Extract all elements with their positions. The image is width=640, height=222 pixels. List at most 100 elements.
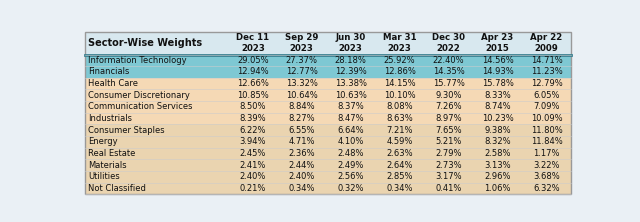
Text: 13.32%: 13.32% (286, 79, 317, 88)
Text: 8.37%: 8.37% (337, 102, 364, 111)
Text: 13.38%: 13.38% (335, 79, 367, 88)
Text: 2.85%: 2.85% (387, 172, 413, 181)
Text: Information Technology: Information Technology (88, 56, 187, 65)
Text: 2.45%: 2.45% (239, 149, 266, 158)
Text: 8.74%: 8.74% (484, 102, 511, 111)
Text: 0.21%: 0.21% (239, 184, 266, 193)
Text: Health Care: Health Care (88, 79, 138, 88)
Text: 3.22%: 3.22% (533, 161, 560, 170)
Text: 29.05%: 29.05% (237, 56, 269, 65)
Text: 7.21%: 7.21% (387, 126, 413, 135)
Text: 2.49%: 2.49% (337, 161, 364, 170)
Bar (85, 124, 571, 136)
Text: 12.77%: 12.77% (286, 67, 317, 76)
Bar (85, 148, 571, 159)
Text: Not Classified: Not Classified (88, 184, 146, 193)
Text: Consumer Discretionary: Consumer Discretionary (88, 91, 190, 100)
Text: 8.33%: 8.33% (484, 91, 511, 100)
Text: 3.94%: 3.94% (239, 137, 266, 146)
Text: 12.86%: 12.86% (384, 67, 415, 76)
Text: 14.56%: 14.56% (482, 56, 513, 65)
Text: 5.21%: 5.21% (435, 137, 462, 146)
Text: 8.50%: 8.50% (239, 102, 266, 111)
Text: 25.92%: 25.92% (384, 56, 415, 65)
Text: 6.22%: 6.22% (239, 126, 266, 135)
Text: 3.68%: 3.68% (533, 172, 560, 181)
Text: 8.47%: 8.47% (337, 114, 364, 123)
Text: Sector-Wise Weights: Sector-Wise Weights (88, 38, 202, 48)
Text: 12.79%: 12.79% (531, 79, 563, 88)
Bar (85, 66, 571, 78)
Bar (85, 55, 571, 66)
Text: 14.35%: 14.35% (433, 67, 465, 76)
Text: Apr 23
2015: Apr 23 2015 (481, 33, 514, 53)
Text: 14.71%: 14.71% (531, 56, 563, 65)
Text: Industrials: Industrials (88, 114, 132, 123)
Text: 12.94%: 12.94% (237, 67, 269, 76)
Text: 9.30%: 9.30% (435, 91, 462, 100)
Text: 0.34%: 0.34% (387, 184, 413, 193)
Text: 11.80%: 11.80% (531, 126, 563, 135)
Text: 2.56%: 2.56% (337, 172, 364, 181)
Text: 28.18%: 28.18% (335, 56, 367, 65)
Text: Consumer Staples: Consumer Staples (88, 126, 164, 135)
Text: Real Estate: Real Estate (88, 149, 135, 158)
Text: Apr 22
2009: Apr 22 2009 (531, 33, 563, 53)
Text: 8.84%: 8.84% (289, 102, 315, 111)
Text: 2.48%: 2.48% (337, 149, 364, 158)
Text: 10.23%: 10.23% (482, 114, 513, 123)
Text: 10.10%: 10.10% (384, 91, 415, 100)
Text: 2.58%: 2.58% (484, 149, 511, 158)
Text: 8.39%: 8.39% (239, 114, 266, 123)
Bar (85, 171, 571, 182)
Text: Sep 29
2023: Sep 29 2023 (285, 33, 319, 53)
Text: 2.40%: 2.40% (239, 172, 266, 181)
Text: Utilities: Utilities (88, 172, 120, 181)
Text: 6.32%: 6.32% (533, 184, 560, 193)
Text: 6.05%: 6.05% (533, 91, 560, 100)
Text: 1.17%: 1.17% (533, 149, 560, 158)
Text: 8.63%: 8.63% (387, 114, 413, 123)
Text: 12.66%: 12.66% (237, 79, 269, 88)
Text: 2.63%: 2.63% (387, 149, 413, 158)
Text: 2.64%: 2.64% (387, 161, 413, 170)
Text: 22.40%: 22.40% (433, 56, 465, 65)
Text: 15.78%: 15.78% (482, 79, 513, 88)
Text: 2.41%: 2.41% (239, 161, 266, 170)
Text: 2.79%: 2.79% (435, 149, 462, 158)
Text: 7.65%: 7.65% (435, 126, 462, 135)
Text: 10.64%: 10.64% (286, 91, 317, 100)
Text: 0.41%: 0.41% (435, 184, 462, 193)
Text: 4.71%: 4.71% (289, 137, 315, 146)
Bar (85, 136, 571, 148)
Text: 4.59%: 4.59% (387, 137, 413, 146)
Text: 15.77%: 15.77% (433, 79, 465, 88)
Bar (85, 159, 571, 171)
Text: 10.63%: 10.63% (335, 91, 367, 100)
Text: Dec 11
2023: Dec 11 2023 (236, 33, 269, 53)
Text: 6.55%: 6.55% (289, 126, 315, 135)
Text: 6.64%: 6.64% (337, 126, 364, 135)
Text: 7.09%: 7.09% (533, 102, 560, 111)
Text: 0.34%: 0.34% (289, 184, 315, 193)
Text: 2.44%: 2.44% (289, 161, 315, 170)
Bar (85, 78, 571, 89)
Text: 27.37%: 27.37% (286, 56, 318, 65)
Text: 10.85%: 10.85% (237, 91, 269, 100)
Text: 14.93%: 14.93% (482, 67, 513, 76)
Bar (85, 182, 571, 194)
Text: 4.10%: 4.10% (337, 137, 364, 146)
Text: 8.27%: 8.27% (289, 114, 315, 123)
Text: 2.36%: 2.36% (289, 149, 315, 158)
Text: 9.38%: 9.38% (484, 126, 511, 135)
Text: Materials: Materials (88, 161, 127, 170)
Bar (85, 101, 571, 113)
Text: Energy: Energy (88, 137, 118, 146)
Text: 8.32%: 8.32% (484, 137, 511, 146)
Text: 2.73%: 2.73% (435, 161, 462, 170)
Text: 0.32%: 0.32% (337, 184, 364, 193)
Text: 8.08%: 8.08% (387, 102, 413, 111)
Bar (85, 113, 571, 124)
Text: 1.06%: 1.06% (484, 184, 511, 193)
Text: 11.84%: 11.84% (531, 137, 563, 146)
